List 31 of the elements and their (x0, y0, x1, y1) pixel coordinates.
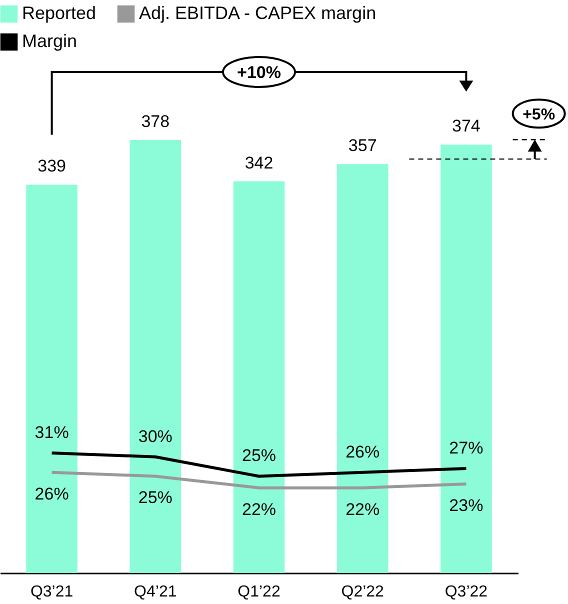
x-tick-label: Q3’22 (444, 584, 488, 600)
legend-label: Adj. EBITDA - CAPEX margin (139, 3, 376, 23)
data-label: 26% (34, 484, 69, 504)
data-label: 25% (242, 446, 276, 466)
data-label: 30% (138, 426, 172, 446)
x-tick-label: Q2’22 (341, 584, 384, 600)
x-tick-label: Q3’21 (30, 584, 74, 600)
data-label: 26% (346, 442, 380, 462)
oval-label: +10% (222, 56, 296, 88)
data-label: 378 (141, 112, 170, 132)
data-label: 342 (244, 153, 274, 172)
data-label: 31% (34, 423, 69, 442)
data-label: 22% (242, 500, 276, 519)
data-label: 22% (346, 500, 380, 519)
data-label: 374 (452, 116, 480, 136)
data-label: 27% (449, 438, 484, 458)
bar (26, 184, 78, 573)
data-label: 357 (348, 136, 377, 156)
bar (440, 144, 492, 573)
data-label: 339 (38, 156, 66, 176)
annotation: +10% (237, 63, 281, 82)
bar (233, 181, 285, 573)
data-label: 25% (138, 488, 172, 508)
x-tick-label: Q1’22 (238, 584, 280, 600)
oval-label: +5% (512, 98, 566, 129)
legend-label: Margin (22, 31, 78, 51)
x-tick-label: Q4’21 (134, 584, 177, 600)
data-label: 23% (449, 496, 484, 515)
legend-label: Reported (22, 3, 96, 23)
bar (336, 164, 388, 573)
bar (130, 140, 182, 573)
